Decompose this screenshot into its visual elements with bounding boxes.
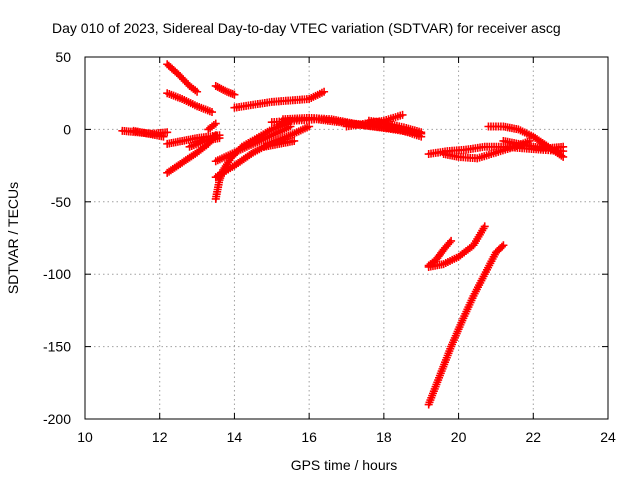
- data-series: [260, 136, 299, 151]
- data-point-marker: [559, 142, 568, 151]
- x-tick-label: 18: [376, 429, 392, 445]
- data-point-marker: [215, 134, 224, 143]
- chart-title: Day 010 of 2023, Sidereal Day-to-day VTE…: [52, 20, 561, 36]
- data-series: [342, 110, 407, 131]
- x-tick-label: 12: [152, 429, 168, 445]
- y-axis-label: SDTVAR / TECUs: [5, 182, 21, 294]
- data-point-marker: [447, 236, 456, 245]
- data-point-marker: [163, 128, 172, 137]
- data-series: [129, 126, 168, 141]
- data-point-marker: [480, 222, 489, 231]
- x-tick-label: 10: [77, 429, 93, 445]
- x-tick-label: 24: [600, 429, 616, 445]
- data-point-marker: [290, 136, 299, 145]
- y-tick-label: -150: [43, 339, 71, 355]
- data-point-marker: [286, 122, 295, 131]
- data-series: [364, 116, 426, 137]
- data-series: [185, 134, 224, 151]
- y-tick-label: 50: [55, 49, 71, 65]
- data-series: [163, 60, 202, 96]
- y-tick-label: -200: [43, 411, 71, 427]
- data-point-marker: [497, 242, 506, 251]
- data-point-marker: [559, 152, 568, 161]
- data-point-marker: [208, 108, 217, 117]
- y-tick-label: -100: [43, 266, 71, 282]
- data-point-marker: [305, 122, 314, 131]
- data-point-marker: [445, 238, 454, 247]
- data-series: [424, 241, 508, 409]
- y-tick-label: 0: [63, 121, 71, 137]
- data-series: [211, 122, 314, 182]
- grid-layer: [85, 57, 608, 419]
- data-series: [211, 81, 239, 99]
- data-layer: [118, 60, 568, 409]
- y-tick-label: -50: [51, 194, 71, 210]
- data-point-marker: [211, 119, 220, 128]
- x-tick-label: 14: [227, 429, 243, 445]
- data-series: [230, 87, 329, 112]
- data-point-marker: [193, 87, 202, 96]
- data-point-marker: [499, 241, 508, 250]
- x-tick-label: 16: [301, 429, 317, 445]
- data-series: [211, 122, 295, 166]
- data-point-marker: [398, 110, 407, 119]
- data-series: [424, 222, 489, 271]
- data-series: [163, 89, 217, 117]
- x-tick-label: 20: [451, 429, 467, 445]
- data-series: [163, 131, 220, 177]
- data-series: [499, 136, 568, 153]
- plot-frame: [84, 56, 609, 420]
- x-axis-label: GPS time / hours: [291, 457, 398, 473]
- tick-layer: 10 12 14 16 18 20 22 24 50 0 -50 -100 -150 -200: [43, 49, 616, 445]
- data-point-marker: [417, 128, 426, 137]
- data-point-marker: [230, 90, 239, 99]
- x-tick-label: 22: [525, 429, 541, 445]
- data-point-marker: [320, 87, 329, 96]
- data-point-marker: [159, 132, 168, 141]
- data-series: [204, 119, 220, 134]
